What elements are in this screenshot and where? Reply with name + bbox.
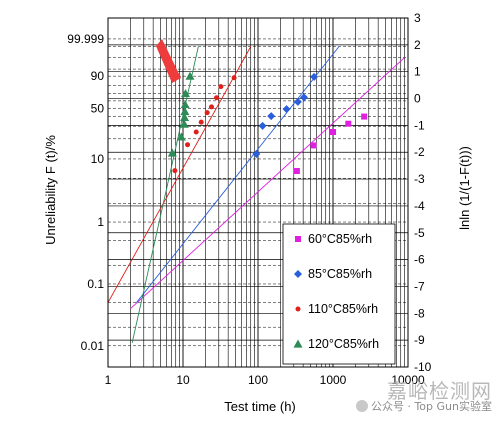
x-tick-label: 1 (105, 373, 112, 387)
arrow-marker (156, 39, 181, 83)
data-point (231, 75, 237, 81)
y2-tick-labels: 3 2 1 0 -1 -2 -3 -4 -5 -6 -7 -8 -9 -10 (414, 11, 432, 374)
data-point (267, 112, 276, 121)
y-tick-label: 90 (91, 69, 105, 83)
x-tick-label: 100 (248, 373, 268, 387)
data-point (361, 113, 368, 120)
y2-tick-label: -5 (414, 226, 425, 240)
y-tick-label: 99.999 (67, 32, 104, 46)
legend-marker (295, 306, 301, 312)
data-point (218, 84, 224, 90)
data-point (310, 142, 317, 149)
y2-axis-title: lnln (1/(1-F(t))) (457, 146, 472, 230)
data-point (180, 100, 190, 109)
data-point (176, 132, 186, 141)
y2-tick-label: -10 (414, 360, 432, 374)
legend-label: 60°C85%rh (308, 232, 372, 246)
y2-tick-label: -7 (414, 279, 425, 293)
legend: 60°C85%rh 85°C85%rh 110°C85%rh 120°C85%rh (282, 223, 396, 365)
data-point (209, 104, 215, 110)
data-point (193, 129, 199, 135)
y2-tick-label: -3 (414, 172, 425, 186)
data-point (180, 112, 190, 122)
legend-box (282, 223, 396, 365)
data-points (167, 71, 368, 175)
legend-marker (293, 339, 303, 348)
y2-tick-label: 3 (414, 11, 421, 25)
y2-tick-label: -9 (414, 333, 425, 347)
x-tick-label: 1000 (320, 373, 347, 387)
data-point (282, 105, 291, 114)
data-point (299, 93, 308, 102)
data-point (204, 110, 210, 116)
legend-label: 85°C85%rh (308, 267, 372, 281)
wechat-icon (355, 400, 368, 412)
data-point (198, 119, 204, 125)
x-axis-title: Test time (h) (224, 399, 296, 414)
data-point (330, 128, 336, 135)
data-point (167, 148, 177, 157)
legend-items: 60°C85%rh 85°C85%rh 110°C85%rh 120°C85%rh (293, 232, 379, 351)
y-tick-label: 0.1 (87, 277, 104, 291)
data-point (181, 89, 191, 98)
fit-line (136, 46, 340, 303)
legend-marker (294, 270, 302, 278)
x-tick-label: 10000 (391, 373, 425, 387)
legend-label: 120°C85%rh (308, 337, 379, 351)
y-tick-label: 50 (91, 101, 105, 115)
plot-border (107, 17, 409, 368)
watermark-text: 嘉峪检测网 (387, 379, 492, 403)
data-point (310, 72, 319, 81)
y-axis-title: Unreliability F (t)/% (43, 135, 58, 245)
y2-tick-label: -2 (414, 145, 425, 159)
y-tick-labels: 0.01 0.1 1 10 50 90 99.999 (67, 32, 104, 353)
data-point (293, 168, 300, 175)
y-tick-label: 10 (91, 152, 105, 166)
y2-tick-label: -4 (414, 199, 425, 213)
y-tick-label: 0.01 (81, 339, 105, 353)
y2-tick-label: 2 (414, 38, 421, 52)
data-point (214, 95, 220, 101)
legend-label: 110°C85%rh (308, 302, 378, 316)
data-point (179, 119, 189, 128)
data-point (252, 150, 261, 159)
data-point (345, 120, 352, 127)
y2-tick-label: 0 (414, 92, 421, 106)
data-point (172, 168, 178, 174)
fit-line (108, 46, 252, 303)
watermark-subtext-label: 公众号 · Top Gun实验室 (370, 400, 492, 413)
y2-tick-label: 1 (414, 65, 421, 79)
y-tick-label: 1 (97, 215, 104, 229)
fit-line (130, 57, 405, 309)
x-tick-label: 10 (176, 373, 190, 387)
x-tick-labels: 1 10 100 1000 10000 (105, 373, 425, 387)
data-point (258, 121, 267, 130)
y2-tick-label: -1 (414, 118, 425, 132)
watermark-subtext: 公众号 · Top Gun实验室 (355, 398, 492, 414)
data-point (180, 107, 190, 116)
data-point (293, 97, 302, 106)
data-point (185, 142, 191, 148)
y2-tick-label: -6 (414, 253, 425, 267)
y2-tick-label: -8 (414, 306, 425, 320)
data-point (185, 71, 195, 80)
legend-marker (295, 236, 301, 242)
